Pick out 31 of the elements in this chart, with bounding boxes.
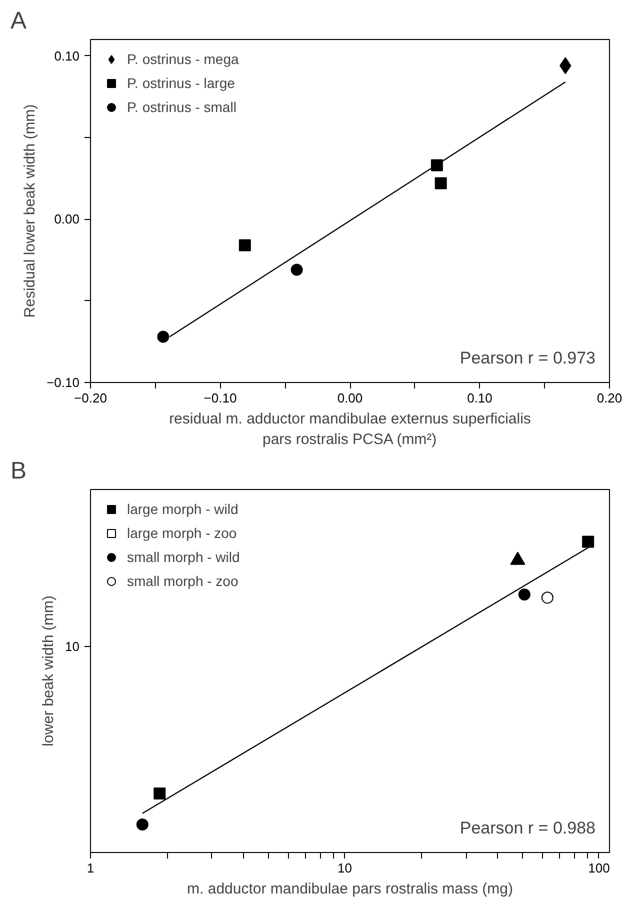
x-axis-title: residual m. adductor mandibulae externus superficialis pars rostralis PCSA (mm²) [169,410,531,448]
legend-label: small morph - wild [127,549,240,565]
legend-label: P. ostrinus - mega [127,51,239,67]
chart-title: B [10,458,27,484]
y-tick-label: 0.10 [54,48,80,64]
legend-label: small morph - zoo [127,573,238,589]
legend-label: large morph - wild [127,501,238,517]
legend-label: P. ostrinus - small [127,99,236,115]
point [434,177,447,190]
annotation: Pearson r = 0.973 [460,348,596,368]
annotation: Pearson r = 0.988 [460,818,596,838]
x-tick-label: 0.10 [467,390,492,406]
y-axis-title: Residual lower beak width (mm) [22,104,39,318]
point [157,330,170,343]
y-axis-title: lower beak width (mm) [40,596,58,746]
text: 10 [65,638,80,654]
x-tick-label: 100 [588,860,610,876]
x-tick-label: 1 [86,860,94,876]
chart-title: A [10,8,27,34]
legend-label: P. ostrinus - large [127,75,235,91]
x-tick-label: 0.00 [337,390,363,406]
point [238,239,251,252]
x-tick-label: 0.20 [596,390,622,406]
y-tick-label: −0.10 [46,375,80,390]
x-axis-title: m. adductor mandibulae pars rostralis mass (mg) [187,880,513,898]
point [290,264,303,276]
x-tick-label: 10 [338,860,352,876]
x-tick-label: −0.20 [74,390,107,406]
legend-label: large morph - zoo [127,525,237,541]
x-tick-label: −0.10 [204,390,237,406]
y-tick-label: 0.00 [54,212,80,227]
